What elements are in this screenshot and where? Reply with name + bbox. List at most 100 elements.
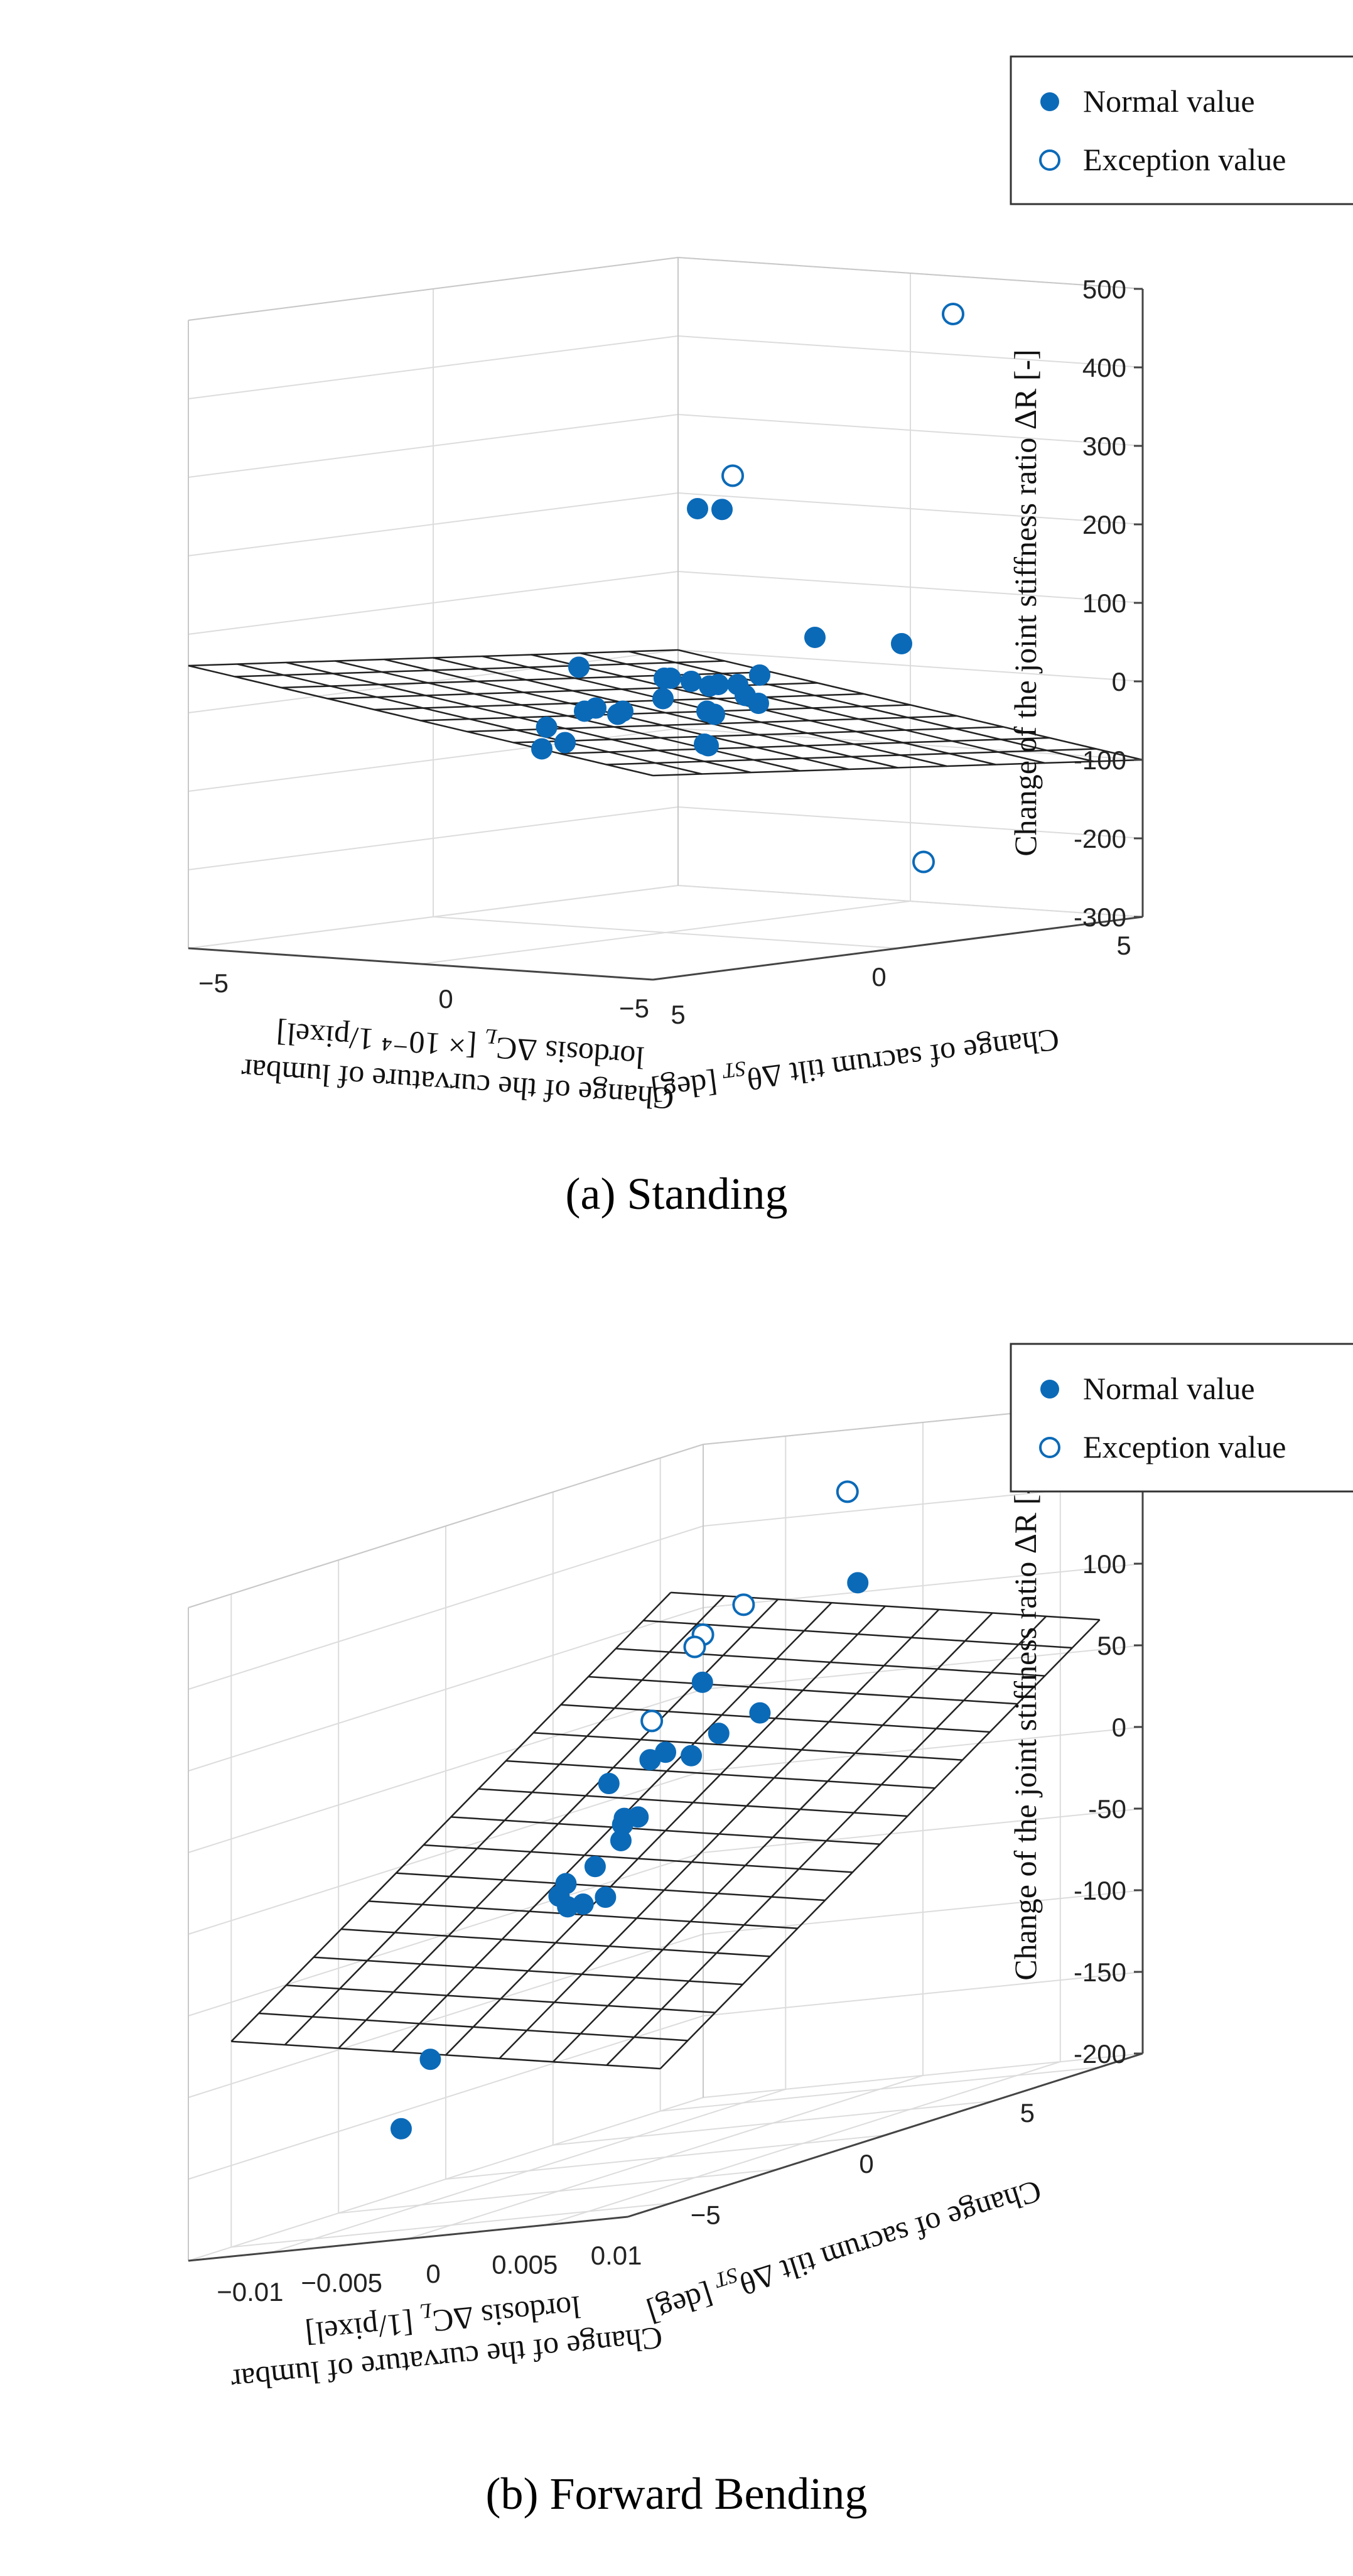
legend-normal-marker: [1040, 1380, 1059, 1399]
caption-forward-bending: (b) Forward Bending: [485, 2469, 868, 2519]
z-gridline: [188, 256, 1143, 321]
z-gridline: [188, 492, 1143, 556]
legend: Normal value Exception value: [1010, 1343, 1353, 1493]
z-tick-label: 400: [1082, 353, 1126, 382]
normal-value-point: [585, 697, 606, 719]
exception-value-point: [942, 303, 964, 325]
surface-line: [284, 1595, 725, 2046]
x-tick-label: 0: [859, 2149, 873, 2178]
z-tick-label: -300: [1074, 902, 1126, 932]
normal-value-point: [595, 1886, 617, 1908]
z-gridline: [188, 1481, 1143, 1690]
normal-value-point: [749, 664, 770, 686]
front-right-axis-line: [188, 947, 654, 981]
surface-line: [188, 664, 654, 777]
legend-normal-marker: [1040, 92, 1059, 111]
z-gridline: [188, 413, 1143, 478]
normal-value-point: [584, 1856, 606, 1878]
front-left-axis-line: [627, 2052, 1143, 2218]
z-tick-label: 0: [1112, 667, 1126, 696]
x-gridline: [420, 273, 911, 965]
z-tick-label: 50: [1097, 1631, 1126, 1660]
surface-line: [552, 1612, 993, 2063]
z-gridline: [188, 1890, 1143, 2098]
box-edge: [188, 256, 1143, 321]
exception-value-point: [683, 1635, 706, 1659]
chart-forward-bending: 200150100500-50-100-150-20050−50.010.005…: [188, 1343, 1353, 2398]
normal-value-point: [704, 703, 725, 725]
normal-value-point: [655, 1741, 676, 1763]
normal-value-point: [687, 498, 708, 519]
y-axis-label-sub: L: [484, 1024, 498, 1048]
normal-value-point: [652, 688, 674, 710]
surface-line: [659, 1619, 1101, 2069]
legend-exception-label: Exception value: [1083, 1429, 1286, 1464]
y-axis-label-unit: [1/pixel]: [304, 2305, 423, 2352]
x-axis-label-main: Change of sacrum tilt Δθ: [736, 2173, 1046, 2302]
y-tick-label: −0.005: [301, 2268, 382, 2298]
normal-value-point: [847, 1572, 869, 1594]
normal-value-point: [548, 1885, 570, 1907]
legend: Normal value Exception value: [1010, 55, 1353, 205]
z-axis-label: Change of the joint stiffness ratio ΔR […: [1008, 349, 1043, 856]
fitted-surface: [230, 1591, 1101, 2070]
normal-value-point: [419, 2048, 441, 2070]
y-axis-label-line2: lordosis ΔC: [495, 1031, 645, 1076]
y-gridline: [338, 1560, 779, 2214]
legend-normal-label: Normal value: [1083, 1371, 1255, 1406]
exception-value-point: [732, 1593, 755, 1616]
y-tick-label: 0.01: [591, 2241, 642, 2270]
normal-value-point: [572, 1893, 594, 1915]
chart-forward-bending-panel: 200150100500-50-100-150-20050−50.010.005…: [0, 1287, 1353, 2405]
data-points: [390, 1480, 869, 2140]
z-tick-label: -50: [1088, 1794, 1126, 1824]
surface-line: [230, 1592, 672, 2042]
y-gridline: [433, 289, 898, 949]
normal-value-point: [536, 717, 558, 738]
normal-value-point: [613, 1807, 635, 1829]
legend-exception-label: Exception value: [1083, 142, 1286, 177]
x-tick-label: −5: [619, 993, 649, 1023]
caption-standing: (a) Standing: [565, 1169, 788, 1219]
z-gridline: [188, 884, 1143, 949]
normal-value-point: [568, 656, 590, 678]
z-axis-label: Change of the joint stiffness ratio ΔR […: [1008, 1473, 1043, 1980]
z-tick-label: 0: [1112, 1713, 1126, 1742]
z-tick-label: -200: [1074, 824, 1126, 853]
z-gridline: [188, 1971, 1143, 2180]
z-tick-label: 100: [1082, 1549, 1126, 1579]
surface-line: [606, 1615, 1047, 2066]
surface-line: [286, 661, 752, 774]
legend-box: [1010, 1343, 1353, 1493]
exception-value-point: [836, 1480, 859, 1503]
legend-normal-label: Normal value: [1083, 84, 1255, 119]
z-gridline: [188, 335, 1143, 399]
surface-line: [237, 663, 703, 775]
surface-line: [445, 1605, 886, 2056]
normal-value-point: [681, 1745, 703, 1767]
y-tick-label: −5: [198, 968, 229, 998]
exception-value-point: [640, 1709, 664, 1733]
normal-value-point: [660, 668, 681, 689]
surface-line: [338, 1598, 779, 2049]
normal-value-point: [598, 1773, 620, 1795]
z-tick-label: -100: [1074, 1876, 1126, 1905]
y-gridline: [445, 1526, 886, 2180]
surface-line: [433, 657, 898, 769]
z-tick-label: 300: [1082, 431, 1126, 461]
y-axis-label: Change of the curvature of lumbarlordosi…: [225, 2276, 664, 2398]
data-points: [531, 303, 964, 874]
normal-value-point: [612, 700, 633, 722]
surface-line: [335, 660, 800, 772]
x-gridline: [270, 1436, 787, 2253]
surface-line: [628, 651, 1094, 762]
y-tick-label: 0: [438, 984, 453, 1014]
legend-exception-marker: [1039, 1437, 1060, 1458]
normal-value-point: [711, 499, 733, 521]
surface-line: [499, 1609, 940, 2059]
normal-value-point: [708, 674, 729, 695]
z-gridline: [188, 1400, 1143, 1608]
y-gridline: [659, 1458, 1100, 2112]
